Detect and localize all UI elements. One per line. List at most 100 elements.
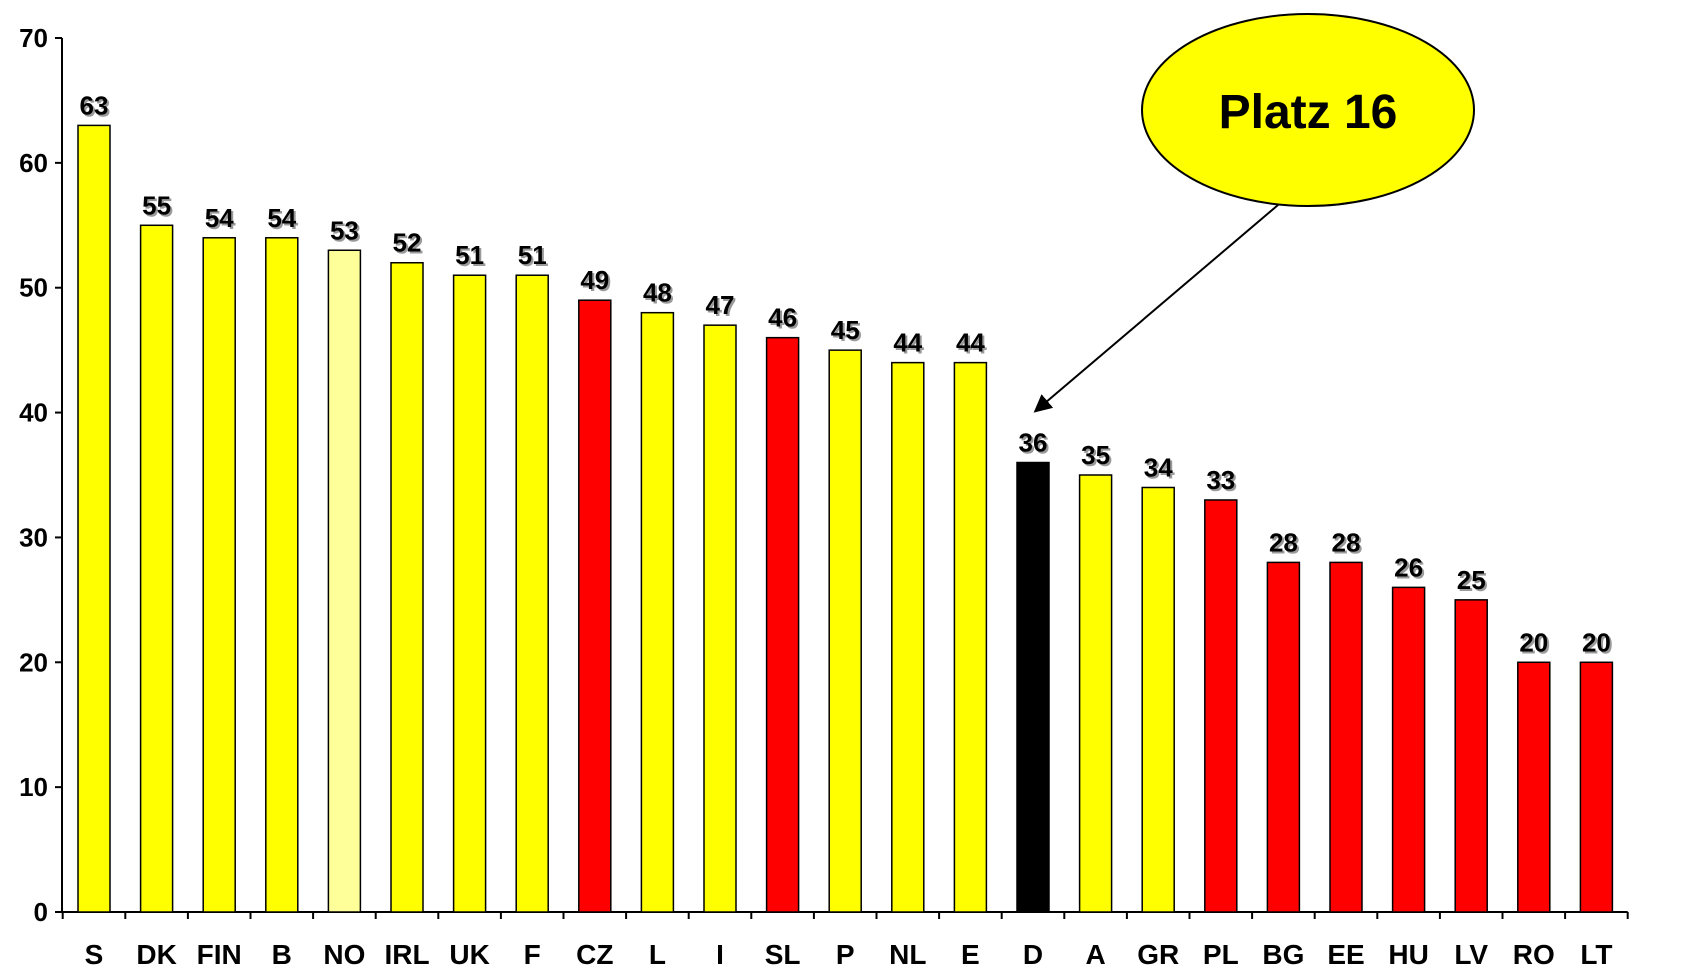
bar-hu [1391, 586, 1426, 913]
y-tick-label: 60 [19, 148, 48, 178]
bar-fin [202, 237, 236, 913]
value-label: 51 [518, 240, 547, 270]
value-label: 28 [1332, 527, 1361, 557]
value-label-shadow: 54 [207, 205, 236, 235]
category-label: IRL [384, 939, 429, 970]
bar-irl [390, 261, 424, 913]
value-label-shadow: 35 [1083, 442, 1112, 472]
category-label: CZ [576, 939, 613, 970]
value-label-shadow: 54 [269, 205, 298, 235]
category-label: NO [323, 939, 365, 970]
value-label-shadow: 51 [520, 242, 549, 272]
value-label: 44 [956, 328, 985, 358]
value-label: 53 [330, 215, 359, 245]
value-label-shadow: 53 [332, 217, 361, 247]
value-label: 52 [393, 228, 422, 258]
callout: Platz 16 [1033, 13, 1475, 413]
value-label-shadow: 28 [1334, 529, 1363, 559]
y-tick-label: 30 [19, 522, 48, 552]
value-label: 55 [142, 190, 171, 220]
category-labels: S DK FIN B NO IRL UK F CZ L I SL P NL E D A GR PL BG EE HU LV R… [85, 939, 1613, 970]
value-label-shadow: 20 [1584, 629, 1613, 659]
value-label-shadow: 20 [1521, 629, 1550, 659]
bar-lt [1579, 661, 1614, 913]
bar-i [703, 324, 737, 913]
x-axis [61, 911, 1629, 919]
category-label: A [1085, 939, 1105, 970]
category-label: F [524, 939, 541, 970]
bar-dk [139, 224, 174, 913]
value-label-shadow: 52 [395, 230, 424, 260]
callout-text: Platz 16 [1219, 86, 1398, 139]
bar-gr [1141, 486, 1175, 913]
value-label-shadow: 26 [1396, 554, 1425, 584]
bar-s [77, 124, 111, 913]
category-label: FIN [197, 939, 242, 970]
value-label: 45 [831, 315, 860, 345]
value-label: 20 [1582, 627, 1611, 657]
value-label: 54 [205, 203, 234, 233]
value-label-shadow: 25 [1459, 567, 1488, 597]
value-label: 35 [1081, 440, 1110, 470]
value-label: 44 [893, 328, 922, 358]
bars [77, 124, 1614, 913]
category-label: SL [765, 939, 801, 970]
value-label-shadow: 48 [645, 280, 674, 310]
bar-nl [891, 361, 925, 913]
bar-a [1078, 474, 1113, 913]
value-label-shadow: 55 [144, 192, 173, 222]
category-label: I [716, 939, 724, 970]
callout-bubble [1141, 13, 1475, 207]
bar-l [640, 311, 675, 913]
bar-sl [765, 336, 800, 913]
value-label-shadow: 44 [958, 330, 987, 360]
bar-cz [578, 299, 612, 913]
category-label: LV [1454, 939, 1488, 970]
category-label: RO [1513, 939, 1555, 970]
category-label: PL [1203, 939, 1239, 970]
value-label-shadow: 46 [770, 305, 799, 335]
value-label: 25 [1457, 565, 1486, 595]
bar-p [828, 349, 862, 913]
value-label-shadow: 47 [708, 292, 737, 322]
value-label: 26 [1394, 552, 1423, 582]
bar-lv [1454, 599, 1488, 913]
y-tick-label: 70 [19, 23, 48, 53]
bar-bg [1266, 561, 1301, 913]
bar-d [1016, 461, 1050, 913]
bar-pl [1204, 499, 1238, 913]
value-label: 33 [1206, 465, 1235, 495]
bar-f [515, 274, 549, 913]
value-label: 36 [1019, 428, 1048, 458]
value-label-shadow: 33 [1208, 467, 1237, 497]
value-label: 28 [1269, 527, 1298, 557]
value-label: 20 [1519, 627, 1548, 657]
callout-arrow [1033, 204, 1279, 413]
value-label-shadow: 63 [82, 92, 111, 122]
y-tick-label: 10 [19, 772, 48, 802]
bar-e [953, 361, 988, 913]
value-label-shadow: 34 [1146, 454, 1175, 484]
category-label: B [272, 939, 292, 970]
y-axis: 0 10 20 30 40 50 60 70 [19, 23, 63, 927]
category-label: L [649, 939, 666, 970]
y-tick-label: 20 [19, 647, 48, 677]
value-label: 49 [580, 265, 609, 295]
bar-uk [452, 274, 487, 913]
category-label: GR [1137, 939, 1179, 970]
category-label: HU [1388, 939, 1428, 970]
value-label-shadow: 49 [582, 267, 611, 297]
category-label: P [836, 939, 855, 970]
value-label: 54 [267, 203, 296, 233]
value-label-shadow: 44 [895, 330, 924, 360]
category-label: EE [1327, 939, 1364, 970]
bar-b [265, 237, 299, 913]
value-label: 51 [455, 240, 484, 270]
category-label: D [1023, 939, 1043, 970]
value-label-shadow: 45 [833, 317, 862, 347]
y-tick-label: 0 [34, 897, 48, 927]
category-label: DK [136, 939, 176, 970]
category-label: E [961, 939, 980, 970]
category-label: LT [1580, 939, 1612, 970]
